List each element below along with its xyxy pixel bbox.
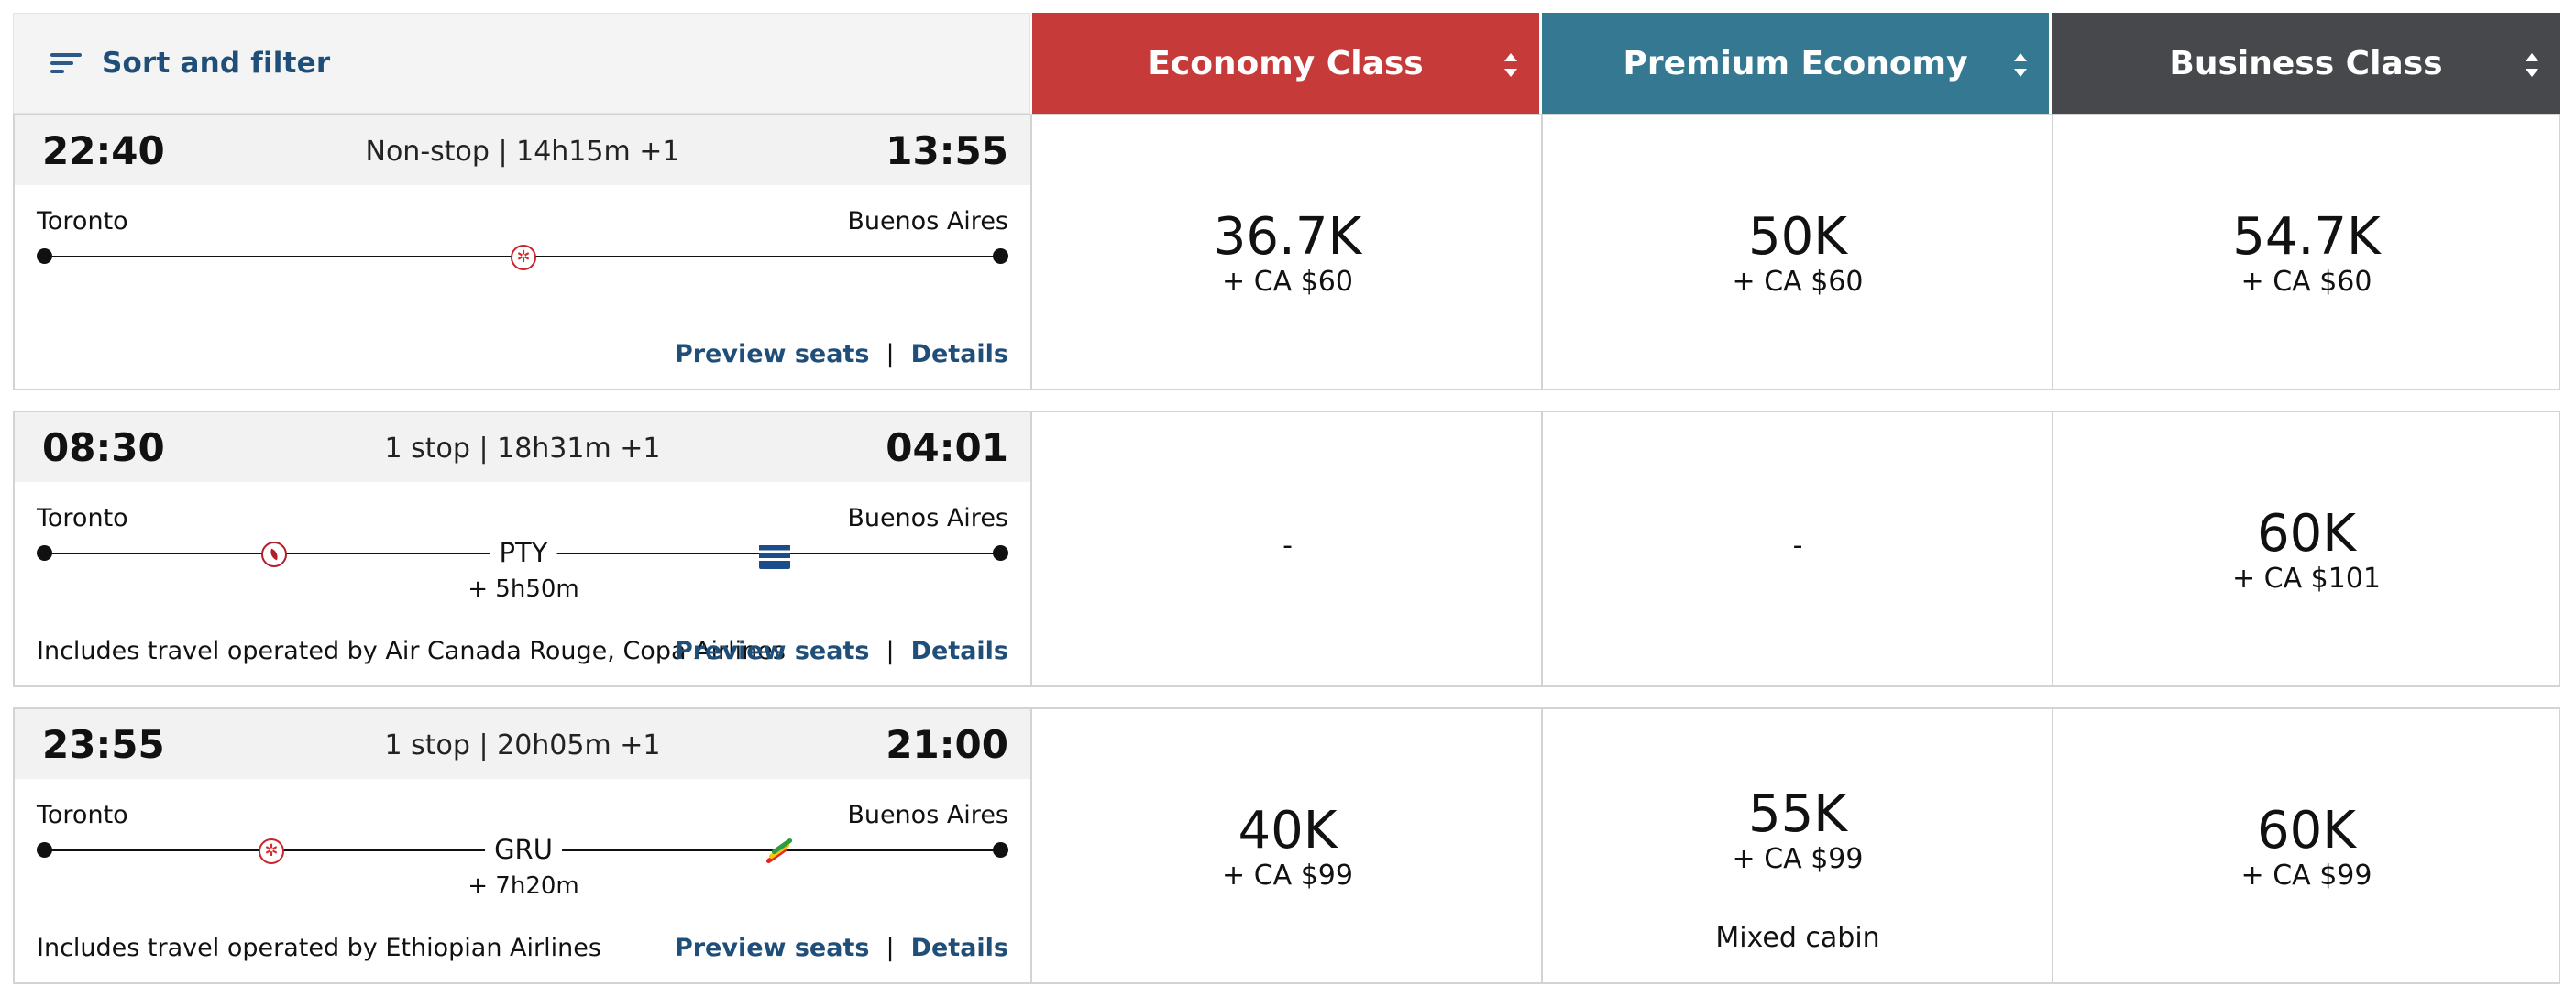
origin-dot xyxy=(37,248,52,264)
layover-duration: + 7h20m xyxy=(468,872,579,900)
preview-seats-link[interactable]: Preview seats xyxy=(674,340,870,368)
copa-airlines-logo-icon xyxy=(759,542,790,569)
fee-price: + CA $99 xyxy=(1732,843,1864,875)
points-price: 60K xyxy=(2257,504,2356,564)
flight-info: 23:55 1 stop | 20h05m +1 21:00 Toronto B… xyxy=(15,709,1032,982)
cabin-header-business[interactable]: Business Class xyxy=(2052,13,2560,114)
preview-seats-link[interactable]: Preview seats xyxy=(674,934,870,962)
departure-time: 23:55 xyxy=(42,722,165,767)
flight-links: Preview seats | Details xyxy=(675,934,1008,962)
points-price: 40K xyxy=(1238,801,1338,860)
arrival-time: 13:55 xyxy=(886,128,1008,173)
operated-by-note: Includes travel operated by Air Canada R… xyxy=(37,637,786,665)
cabin-header-economy[interactable]: Economy Class xyxy=(1032,13,1539,114)
cabin-header-label: Economy Class xyxy=(1148,44,1424,82)
stops-duration: 1 stop | 20h05m +1 xyxy=(384,729,661,761)
details-link[interactable]: Details xyxy=(910,340,1008,368)
air-canada-rouge-logo-icon xyxy=(261,542,287,567)
destination-city: Buenos Aires xyxy=(847,801,1008,829)
operated-by-note: Includes travel operated by Ethiopian Ai… xyxy=(37,934,601,962)
departure-time: 08:30 xyxy=(42,425,165,470)
link-separator: | xyxy=(886,637,895,665)
origin-city: Toronto xyxy=(37,801,128,829)
cabin-header-label: Business Class xyxy=(2169,44,2443,82)
flight-links: Preview seats | Details xyxy=(675,340,1008,368)
arrival-time: 21:00 xyxy=(886,722,1008,767)
price-cell-premium-economy[interactable]: 55K + CA $99 Mixed cabin xyxy=(1544,709,2053,982)
layover-duration: + 5h50m xyxy=(468,575,579,603)
origin-dot xyxy=(37,842,52,858)
flight-row: 22:40 Non-stop | 14h15m +1 13:55 Toronto… xyxy=(13,114,2560,390)
flight-row: 08:30 1 stop | 18h31m +1 04:01 Toronto B… xyxy=(13,411,2560,687)
time-bar: 23:55 1 stop | 20h05m +1 21:00 xyxy=(15,709,1030,779)
price-cell-premium-economy[interactable]: 50K + CA $60 xyxy=(1544,115,2053,389)
points-price: 55K xyxy=(1748,784,1847,844)
filter-icon xyxy=(50,51,82,75)
price-cell-premium-economy: - xyxy=(1544,412,2053,685)
destination-dot xyxy=(993,842,1008,858)
destination-dot xyxy=(993,248,1008,264)
arrival-time: 04:01 xyxy=(886,425,1008,470)
link-separator: | xyxy=(886,934,895,962)
flight-info: 08:30 1 stop | 18h31m +1 04:01 Toronto B… xyxy=(15,412,1032,685)
origin-dot xyxy=(37,545,52,561)
fee-price: + CA $60 xyxy=(2240,266,2372,298)
points-price: 36.7K xyxy=(1213,207,1362,267)
departure-time: 22:40 xyxy=(42,128,165,173)
fee-price: + CA $60 xyxy=(1222,266,1353,298)
origin-city: Toronto xyxy=(37,207,128,236)
mixed-cabin-note: Mixed cabin xyxy=(1715,922,1880,954)
points-price: 50K xyxy=(1748,207,1847,267)
destination-dot xyxy=(993,545,1008,561)
unavailable-dash: - xyxy=(1282,530,1293,562)
ethiopian-airlines-logo-icon xyxy=(763,837,794,865)
details-link[interactable]: Details xyxy=(910,637,1008,665)
origin-city: Toronto xyxy=(37,504,128,532)
connection-airport: GRU xyxy=(485,834,562,865)
cabin-header-premium-economy[interactable]: Premium Economy xyxy=(1542,13,2049,114)
stops-duration: Non-stop | 14h15m +1 xyxy=(365,136,680,168)
destination-city: Buenos Aires xyxy=(847,504,1008,532)
fee-price: + CA $101 xyxy=(2231,563,2382,595)
price-cell-economy[interactable]: 40K + CA $99 xyxy=(1034,709,1543,982)
fee-price: + CA $99 xyxy=(2240,860,2372,892)
air-canada-logo-icon xyxy=(511,245,536,270)
sort-filter-label: Sort and filter xyxy=(102,47,331,80)
sort-arrows-icon xyxy=(2526,53,2540,77)
unavailable-dash: - xyxy=(1792,530,1803,562)
destination-city: Buenos Aires xyxy=(847,207,1008,236)
flight-info: 22:40 Non-stop | 14h15m +1 13:55 Toronto… xyxy=(15,115,1032,389)
fee-price: + CA $99 xyxy=(1222,860,1353,892)
stops-duration: 1 stop | 18h31m +1 xyxy=(384,433,661,465)
flight-row: 23:55 1 stop | 20h05m +1 21:00 Toronto B… xyxy=(13,707,2560,984)
link-separator: | xyxy=(886,340,895,368)
fee-price: + CA $60 xyxy=(1732,266,1864,298)
price-cell-business[interactable]: 54.7K + CA $60 xyxy=(2054,115,2559,389)
sort-arrows-icon xyxy=(2014,53,2029,77)
connection-airport: PTY xyxy=(490,537,557,568)
price-cell-economy: - xyxy=(1034,412,1543,685)
details-link[interactable]: Details xyxy=(910,934,1008,962)
flight-links: Preview seats | Details xyxy=(675,637,1008,665)
air-canada-logo-icon xyxy=(259,838,284,864)
points-price: 54.7K xyxy=(2232,207,2381,267)
price-cell-business[interactable]: 60K + CA $101 xyxy=(2054,412,2559,685)
price-cell-economy[interactable]: 36.7K + CA $60 xyxy=(1034,115,1543,389)
sort-arrows-icon xyxy=(1504,53,1519,77)
price-cell-business[interactable]: 60K + CA $99 xyxy=(2054,709,2559,982)
sort-filter-button[interactable]: Sort and filter xyxy=(13,13,1030,114)
cabin-header-label: Premium Economy xyxy=(1623,44,1968,82)
preview-seats-link[interactable]: Preview seats xyxy=(674,637,870,665)
time-bar: 08:30 1 stop | 18h31m +1 04:01 xyxy=(15,412,1030,482)
points-price: 60K xyxy=(2257,801,2356,860)
time-bar: 22:40 Non-stop | 14h15m +1 13:55 xyxy=(15,115,1030,185)
